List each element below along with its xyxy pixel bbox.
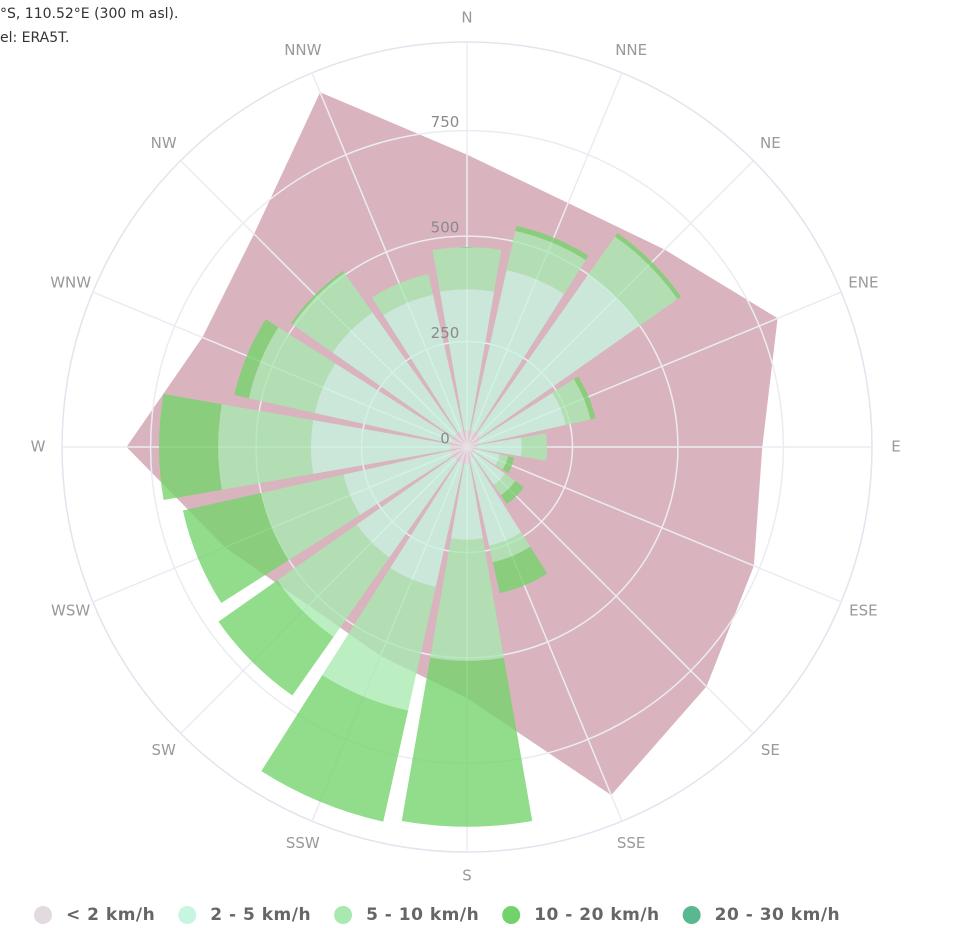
legend-marker — [34, 906, 52, 924]
r-tick-label: 0 — [440, 430, 450, 448]
direction-label: SSW — [286, 834, 320, 852]
direction-label: NW — [151, 134, 177, 152]
rose-segment — [390, 461, 464, 587]
rose-segment — [502, 456, 515, 473]
header-line: el: ERA5T. — [0, 30, 70, 46]
r-tick-label: 750 — [431, 113, 460, 131]
label-layer: 0 250 500 750 N NNE NE ENE E ESE SE SSE S SSW SW WSW W WN… — [31, 9, 901, 885]
legend-marker — [178, 906, 197, 924]
rose-segment — [573, 376, 596, 420]
rose-segment — [467, 433, 481, 447]
spoke — [466, 446, 842, 603]
rose-segment — [372, 274, 433, 316]
direction-label: S — [462, 867, 472, 885]
rose-segment — [457, 447, 467, 464]
legend: < 2 km/h 2 - 5 km/h 5 - 10 km/h 10 - 20 km/… — [34, 905, 840, 925]
rose-segment — [464, 430, 470, 447]
rose-segment — [467, 445, 478, 449]
rose-segment — [277, 524, 390, 637]
rose-segment — [332, 312, 458, 438]
rose-segment — [261, 474, 361, 561]
rose-segment — [477, 392, 566, 445]
direction-label: WNW — [50, 273, 91, 291]
rose-segment — [506, 230, 586, 294]
rose-segment — [493, 473, 516, 496]
rose-segment — [310, 420, 451, 474]
legend-label: < 2 km/h — [66, 905, 155, 925]
rose-segment — [451, 463, 483, 540]
rose-segment — [477, 437, 522, 457]
direction-label: E — [891, 438, 900, 456]
rose-segment — [474, 448, 500, 466]
rose-segment — [515, 225, 589, 260]
rose-segment — [290, 270, 345, 325]
rose-segment — [469, 457, 522, 546]
rose-segment — [234, 319, 279, 399]
rose-segment — [467, 447, 476, 452]
rose-segment — [453, 433, 467, 447]
rose-segment — [457, 430, 467, 447]
rose-segment — [470, 269, 565, 433]
direction-label: SE — [761, 741, 780, 759]
rose-segment — [159, 394, 222, 500]
direction-label: ESE — [849, 602, 877, 620]
rose-segment — [471, 451, 505, 485]
rose-segment — [453, 447, 467, 461]
rose-segment — [450, 437, 467, 447]
bar-layer — [159, 225, 681, 827]
rose-segment — [614, 233, 681, 300]
rose-segment — [322, 568, 436, 711]
legend-label: 5 - 10 km/h — [366, 905, 479, 925]
rose-segment — [552, 379, 591, 425]
rose-segment — [218, 580, 334, 696]
legend-label: 10 - 20 km/h — [534, 905, 659, 925]
direction-label: SW — [151, 741, 176, 759]
rose-segment — [467, 447, 474, 460]
direction-label: NNE — [615, 41, 647, 59]
rose-segment — [218, 404, 314, 490]
rose-segment — [182, 493, 289, 603]
rose-segment — [467, 430, 477, 447]
rose-segment — [248, 327, 336, 413]
rose-segment — [401, 657, 533, 827]
rose-segment — [432, 247, 502, 292]
rose-segment — [439, 289, 495, 431]
direction-label: NNW — [284, 41, 321, 59]
rose-segment — [261, 674, 409, 822]
rose-segment — [464, 447, 470, 464]
rose-segment — [450, 444, 467, 450]
direction-label: W — [31, 438, 46, 456]
legend-marker — [502, 906, 521, 924]
r-tick-label: 500 — [431, 219, 460, 237]
rose-segment — [343, 450, 453, 515]
legend-label: 2 - 5 km/h — [210, 905, 311, 925]
rose-segment — [430, 538, 504, 661]
rose-segment — [467, 440, 480, 447]
legend-marker — [334, 906, 353, 924]
direction-label: NE — [760, 134, 781, 152]
direction-label: N — [461, 9, 472, 27]
direction-label: ENE — [848, 273, 878, 291]
direction-label: SSE — [617, 834, 646, 852]
rose-segment — [500, 480, 524, 504]
legend-marker — [682, 906, 701, 924]
rose-segment — [588, 236, 678, 326]
legend-label: 20 - 30 km/h — [715, 905, 840, 925]
rose-segment — [292, 272, 373, 353]
r-tick-label: 250 — [431, 324, 460, 342]
rose-segment — [314, 363, 453, 444]
rose-segment — [521, 433, 548, 461]
rose-segment — [356, 456, 458, 558]
rose-segment — [489, 532, 531, 563]
rose-segment — [450, 447, 467, 457]
direction-label: WSW — [51, 602, 90, 620]
rose-segment — [476, 274, 640, 438]
rose-segment — [467, 447, 474, 454]
rose-segment — [383, 294, 464, 433]
header-line: °S, 110.52°E (300 m asl). — [0, 6, 178, 22]
rose-segment — [495, 454, 509, 470]
rose-segment — [492, 546, 548, 594]
